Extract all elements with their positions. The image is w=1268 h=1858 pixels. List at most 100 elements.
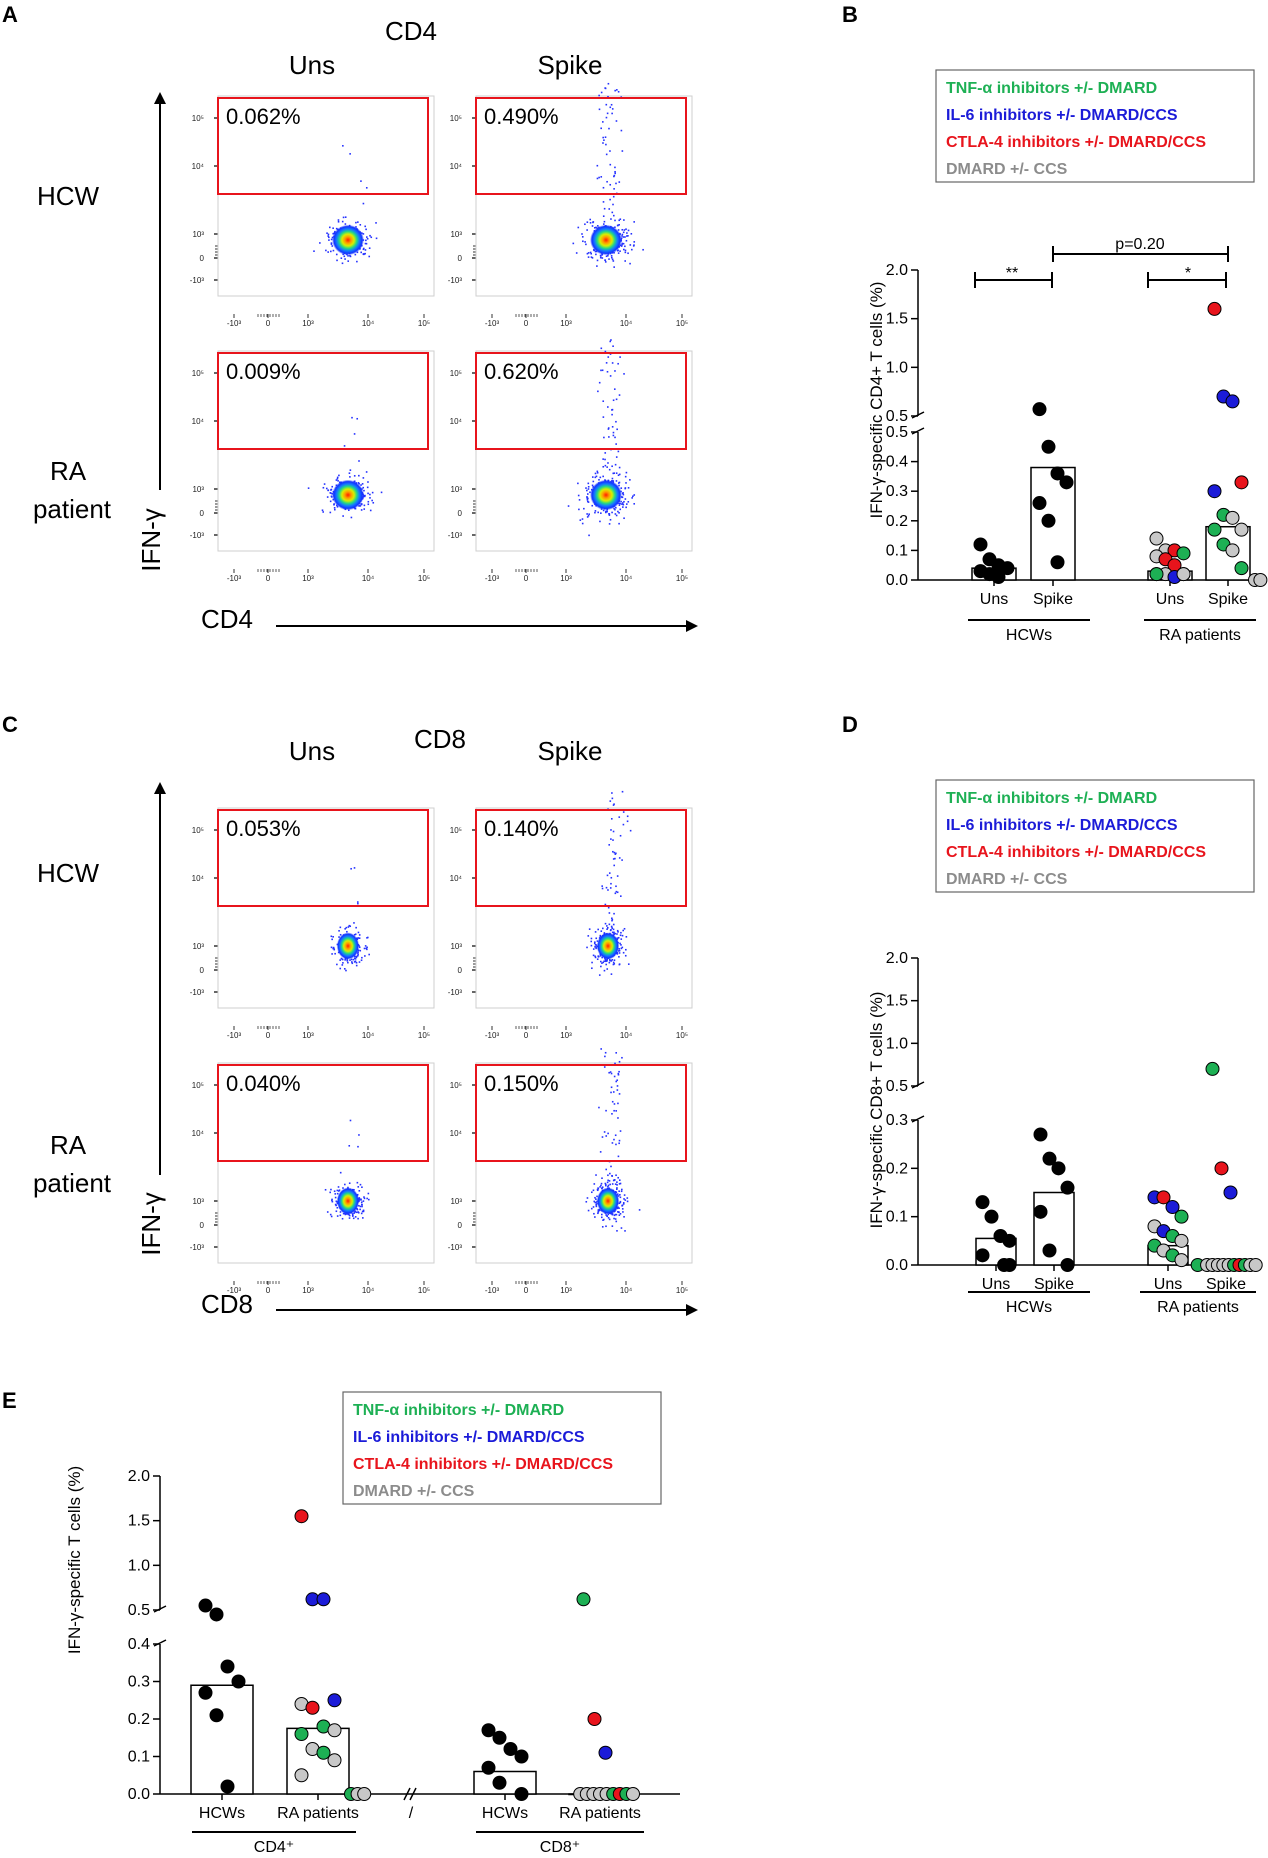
event-dot xyxy=(594,476,597,479)
event-dot xyxy=(619,1182,622,1185)
event-dot xyxy=(603,1131,606,1133)
plot-frame xyxy=(217,350,435,552)
y-tick-label: 2.0 xyxy=(128,1468,150,1485)
axis-break xyxy=(911,1115,925,1123)
event-dot xyxy=(342,1187,344,1189)
flow-density-core xyxy=(596,932,620,960)
event-dot xyxy=(330,242,333,244)
y-tick-label: 0.2 xyxy=(886,513,908,530)
event-dot xyxy=(606,112,609,115)
data-point xyxy=(514,1787,529,1801)
event-dot xyxy=(588,513,590,516)
event-dot xyxy=(607,1185,609,1188)
event-dot xyxy=(592,954,595,957)
event-dot xyxy=(362,1210,365,1213)
event-dot xyxy=(601,1187,603,1189)
event-dot xyxy=(354,253,357,256)
event-dot xyxy=(598,1106,600,1109)
flow-density-core xyxy=(590,224,622,256)
panel-d: D TNF-α inhibitors +/- DMARD IL-6 inhibi… xyxy=(842,712,1263,1316)
event-dot xyxy=(615,1110,617,1112)
event-dot xyxy=(607,406,609,408)
event-dot xyxy=(614,1218,617,1220)
event-dot xyxy=(618,950,620,952)
y-tick-label: 0 xyxy=(200,1221,205,1230)
panel-e-plot: 0.0 0.1 0.2 0.3 0.4 0.5 1.0 1.5 2.0 HCWs RA patien… xyxy=(128,1468,680,1856)
event-dot xyxy=(338,936,340,938)
x-tick-label: HCWs xyxy=(482,1805,528,1822)
event-dot xyxy=(360,1212,363,1215)
event-dot xyxy=(347,926,350,928)
axis-break xyxy=(153,1605,167,1613)
event-dot xyxy=(343,968,346,970)
y-tick-label: -10³ xyxy=(190,988,205,997)
sig-annotation: ** xyxy=(1006,265,1018,282)
event-dot xyxy=(337,1186,340,1188)
event-dot xyxy=(621,228,624,231)
event-dot xyxy=(616,1079,619,1082)
event-dot xyxy=(614,219,616,222)
event-dot xyxy=(360,251,362,254)
event-dot xyxy=(610,818,613,820)
event-dot xyxy=(619,1196,622,1199)
event-dot xyxy=(357,953,359,956)
legend-dmard: DMARD +/- CCS xyxy=(353,1483,475,1500)
event-dot xyxy=(602,201,605,203)
event-dot xyxy=(593,226,596,229)
y-tick-label: 0.3 xyxy=(886,483,908,500)
legend-ctla4: CTLA-4 inhibitors +/- DMARD/CCS xyxy=(946,134,1206,151)
event-dot xyxy=(609,1183,611,1186)
event-dot xyxy=(614,172,616,175)
data-point xyxy=(1174,1233,1189,1248)
event-dot xyxy=(605,1135,608,1137)
event-dot xyxy=(370,236,373,239)
event-dot xyxy=(622,811,625,813)
event-dot xyxy=(330,496,333,498)
event-dot xyxy=(322,486,325,489)
event-dot xyxy=(360,959,363,962)
event-dot xyxy=(623,373,625,375)
event-dot xyxy=(612,195,615,198)
event-dot xyxy=(617,90,620,93)
event-dot xyxy=(617,252,620,254)
event-dot xyxy=(344,258,346,260)
event-dot xyxy=(587,482,590,485)
event-dot xyxy=(618,1190,620,1193)
event-dot xyxy=(608,514,611,516)
event-dot xyxy=(619,356,621,358)
event-dot xyxy=(323,483,326,485)
event-dot xyxy=(614,1183,617,1185)
event-dot xyxy=(364,955,366,957)
event-dot xyxy=(605,153,608,156)
event-dot xyxy=(362,248,365,251)
event-dot xyxy=(602,215,605,218)
event-dot xyxy=(601,1177,603,1180)
event-dot xyxy=(586,500,589,503)
event-dot xyxy=(361,1205,363,1208)
panel-c-col-spike: Spike xyxy=(537,736,602,766)
event-dot xyxy=(586,493,589,495)
event-dot xyxy=(307,487,310,489)
event-dot xyxy=(604,1051,607,1054)
y-tick-label: 0 xyxy=(200,966,205,975)
event-dot xyxy=(609,198,611,201)
event-dot xyxy=(333,507,336,509)
event-dot xyxy=(623,248,625,251)
data-point xyxy=(357,1787,372,1801)
event-dot xyxy=(597,1210,600,1212)
event-dot xyxy=(358,946,361,949)
event-dot xyxy=(328,236,330,239)
event-dot xyxy=(623,1198,625,1200)
panel-c-row-ra-2: patient xyxy=(33,1168,112,1198)
event-dot xyxy=(633,503,636,505)
event-dot xyxy=(610,876,613,879)
event-dot xyxy=(615,1080,618,1083)
y-tick-label: 10⁵ xyxy=(450,1081,462,1090)
event-dot xyxy=(339,967,342,970)
event-dot xyxy=(365,187,368,189)
event-dot xyxy=(616,1184,618,1186)
event-dot xyxy=(595,946,598,948)
event-dot xyxy=(329,1213,332,1216)
event-dot xyxy=(618,1179,621,1181)
